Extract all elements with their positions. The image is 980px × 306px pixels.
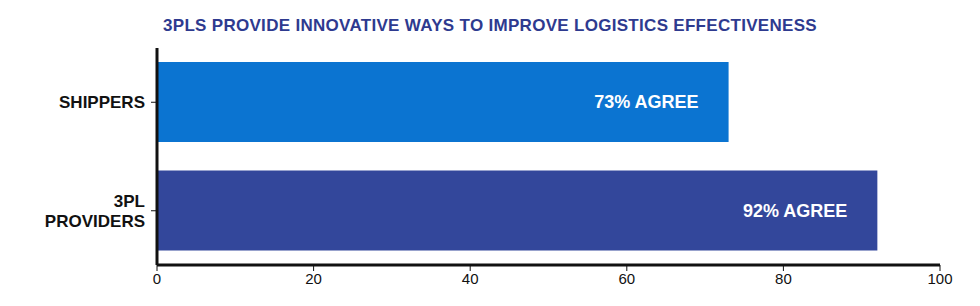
svg-text:SHIPPERS: SHIPPERS (59, 93, 145, 112)
svg-text:100: 100 (927, 270, 952, 287)
svg-text:0: 0 (153, 270, 161, 287)
html-text:3PLS PROVIDE INNOVATIVE WAYS T: 3PLS PROVIDE INNOVATIVE WAYS TO IMPROVE … (163, 16, 817, 35)
svg-text:92% AGREE: 92% AGREE (743, 201, 847, 221)
svg-text:73% AGREE: 73% AGREE (594, 92, 698, 112)
svg-text:80: 80 (775, 270, 792, 287)
svg-text:60: 60 (618, 270, 635, 287)
svg-text:3PLPROVIDERS: 3PLPROVIDERS (45, 192, 145, 231)
svg-text:20: 20 (305, 270, 322, 287)
svg-text:40: 40 (462, 270, 479, 287)
